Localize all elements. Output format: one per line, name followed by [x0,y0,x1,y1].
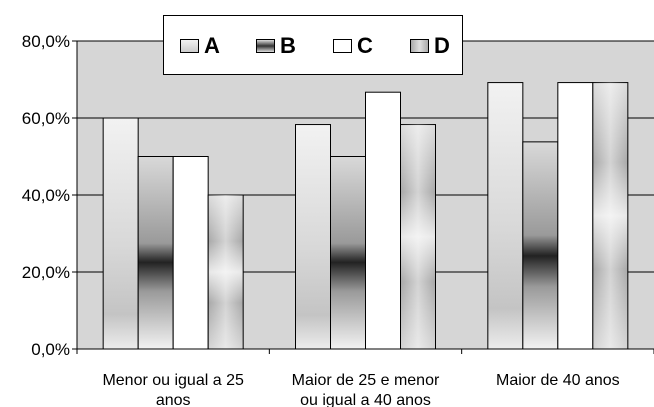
y-tick-label: 60,0% [22,109,70,128]
bar-a-2 [295,124,331,350]
bar-b-2 [330,156,366,350]
legend: A B C D [163,15,463,75]
legend-swatch-c [333,39,352,53]
legend-item-c: C [333,34,373,58]
x-tick-label-line: Maior de 25 e menor [292,372,440,389]
legend-label-a: A [204,33,220,58]
legend-label-c: C [357,33,373,58]
legend-label-b: B [280,33,296,58]
bar-c-3 [557,82,594,350]
x-tick-label: Maior de 25 e menor ou igual a 40 anos [292,372,440,407]
x-tick-labels: Menor ou igual a 25 anos Maior de 25 e men… [102,372,619,407]
legend-label-d: D [434,33,450,58]
bar-highlight [208,195,244,349]
legend-item-b: B [256,34,296,58]
y-tick-label: 0,0% [31,340,70,359]
y-tick-labels: 0,0% 20,0% 40,0% 60,0% 80,0% [22,32,70,359]
x-tick-label-line: anos [156,392,191,407]
legend-item-d: D [410,34,450,58]
axes [72,40,654,354]
legend-item-a: A [180,34,220,58]
bar-highlight [592,82,628,349]
x-tick-label-line: ou igual a 40 anos [300,392,431,407]
legend-swatch-a [180,39,199,53]
y-tick-label: 20,0% [22,263,70,282]
bar-c-1 [172,156,209,350]
x-tick-label: Maior de 40 anos [496,372,620,389]
legend-swatch-d [410,39,429,53]
x-tick-label: Menor ou igual a 25 anos [102,372,244,407]
bar-a-3 [487,82,524,350]
bar-c-2 [365,91,401,350]
x-tick-label-line: Maior de 40 anos [496,372,620,389]
y-tick-label: 80,0% [22,32,70,51]
bar-a-1 [102,117,139,350]
bar-b-3 [522,141,559,350]
bar-highlight [400,124,436,349]
y-tick-label: 40,0% [22,186,70,205]
x-tick-label-line: Menor ou igual a 25 [102,372,244,389]
bars [102,82,629,350]
bar-b-1 [137,156,174,350]
legend-swatch-b [256,39,275,53]
